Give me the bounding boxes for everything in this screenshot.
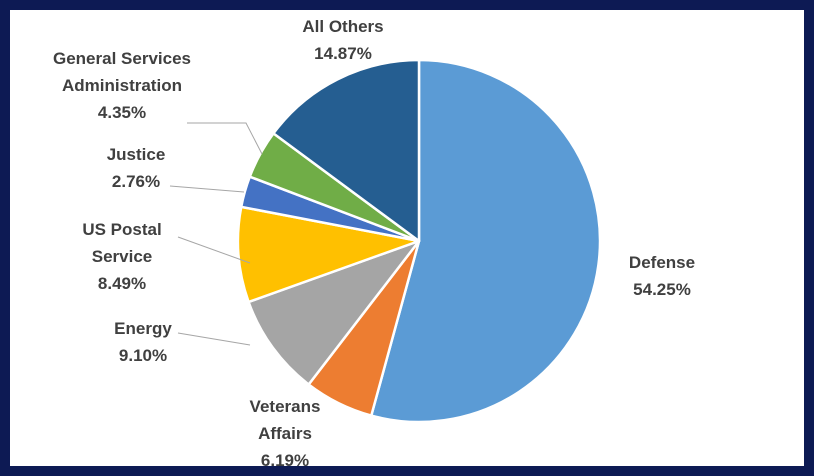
leader-line bbox=[169, 185, 245, 193]
slice-label: Justice 2.76% bbox=[107, 145, 166, 191]
slice-name: Veterans bbox=[250, 397, 321, 416]
slice-percent: 54.25% bbox=[633, 280, 691, 299]
slice-percent: 4.35% bbox=[98, 103, 146, 122]
pie-slice bbox=[247, 239, 421, 386]
pie-slice bbox=[236, 205, 421, 304]
slice-name: Justice bbox=[107, 145, 166, 164]
slice-percent: 8.49% bbox=[98, 274, 146, 293]
slice-percent: 14.87% bbox=[314, 44, 372, 63]
slice-label: US Postal Service 8.49% bbox=[82, 220, 161, 293]
leader-line bbox=[177, 236, 251, 264]
slice-name: Energy bbox=[114, 319, 172, 338]
slice-label: All Others 14.87% bbox=[302, 17, 383, 63]
pie-slice bbox=[370, 58, 602, 424]
slice-percent: 2.76% bbox=[112, 172, 160, 191]
slice-label: Energy 9.10% bbox=[114, 319, 172, 365]
slice-label: General Services Administration 4.35% bbox=[53, 49, 191, 122]
slice-percent: 9.10% bbox=[119, 346, 167, 365]
slice-name: Affairs bbox=[258, 424, 312, 443]
slice-label: Defense 54.25% bbox=[629, 253, 695, 299]
pie-slice bbox=[272, 58, 421, 243]
slice-name: Defense bbox=[629, 253, 695, 272]
slice-percent: 6.19% bbox=[261, 451, 309, 470]
leader-line bbox=[187, 122, 263, 155]
slice-name: Administration bbox=[62, 76, 182, 95]
slice-name: General Services bbox=[53, 49, 191, 68]
leader-line bbox=[177, 332, 251, 346]
slice-name: US Postal bbox=[82, 220, 161, 239]
slice-label: Veterans Affairs 6.19% bbox=[250, 397, 321, 470]
slice-name: Service bbox=[92, 247, 153, 266]
slice-name: All Others bbox=[302, 17, 383, 36]
